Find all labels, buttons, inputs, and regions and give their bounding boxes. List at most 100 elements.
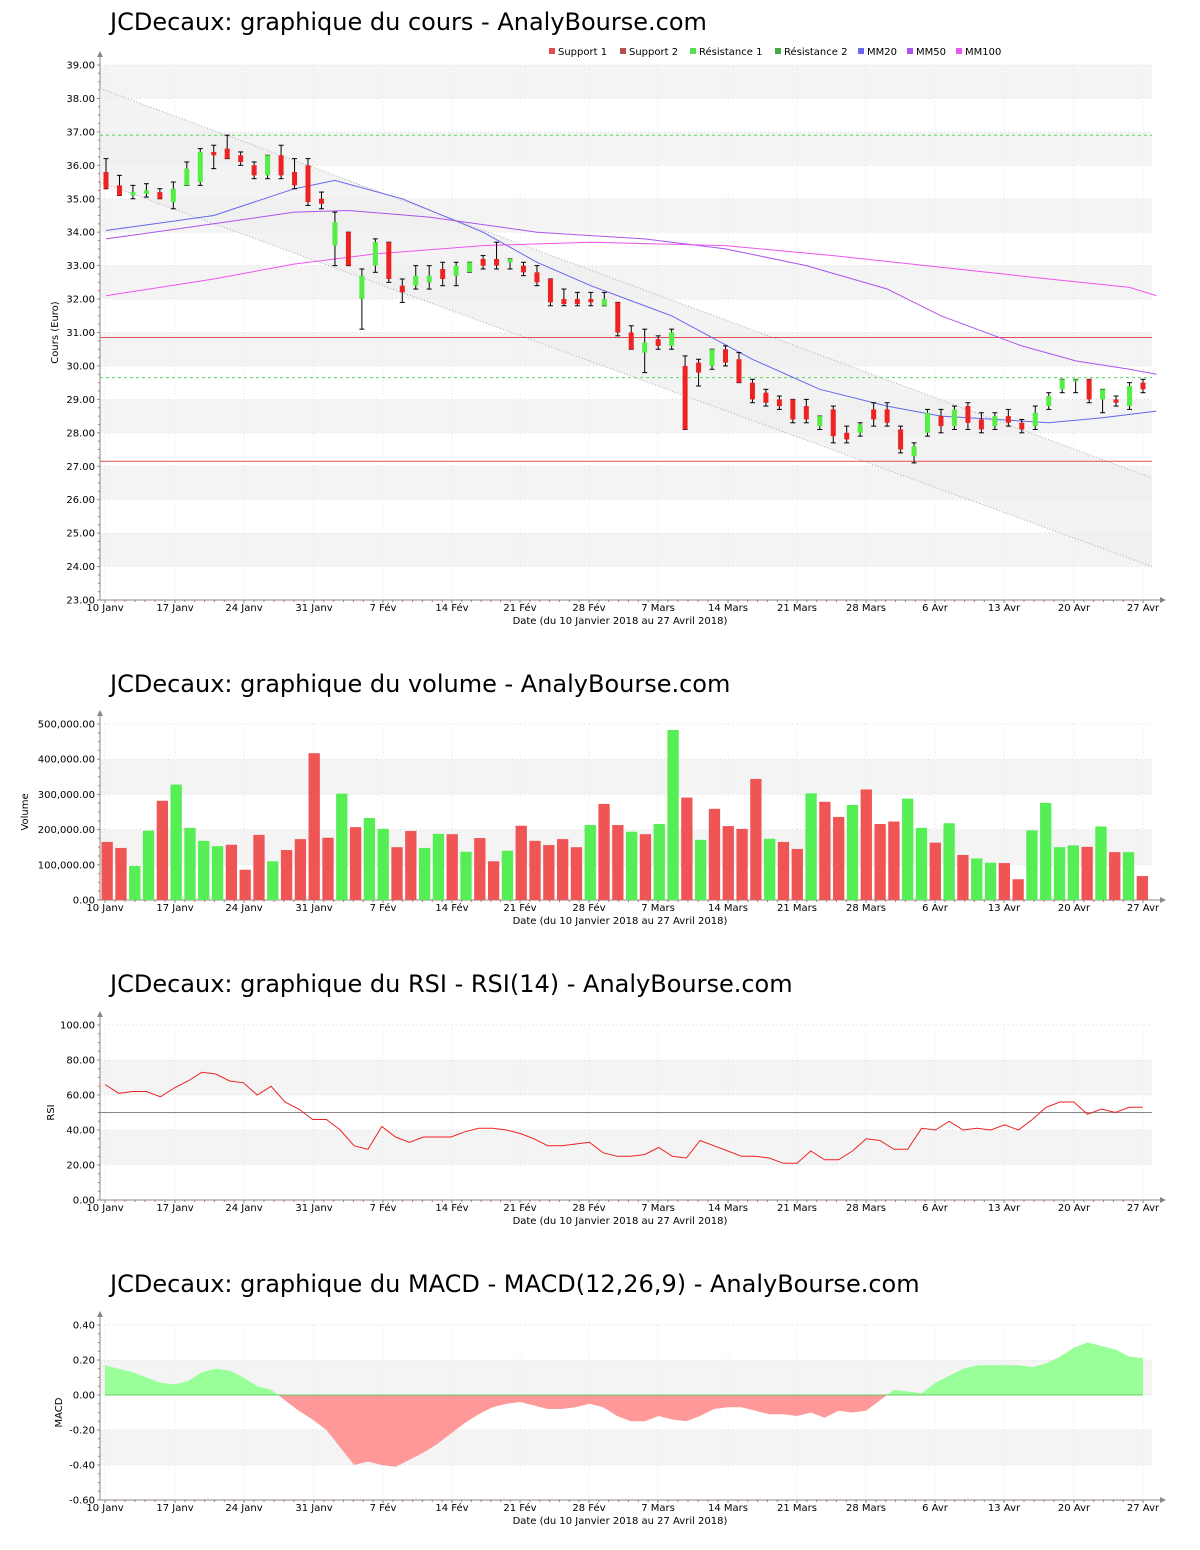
x-tick-label: 10 Janv	[86, 1203, 123, 1214]
candle-body	[925, 412, 931, 433]
x-tick-label: 31 Janv	[295, 903, 332, 914]
volume-bar	[460, 851, 472, 900]
trend-channel-upper	[99, 87, 1153, 479]
volume-bar	[902, 798, 914, 900]
y-tick-label: 24.00	[66, 562, 95, 573]
x-tick-label: 21 Fév	[503, 1502, 536, 1514]
trend-channel	[100, 88, 1152, 567]
y-tick-label: -0.20	[69, 1426, 95, 1437]
volume-bar	[336, 793, 348, 900]
x-tick-label: 7 Mars	[641, 1503, 675, 1514]
y-axis-title: Volume	[20, 793, 31, 830]
x-tick-label: 28 Mars	[846, 603, 886, 614]
y-tick-label: 38.00	[66, 94, 95, 105]
y-tick-label: 27.00	[66, 462, 95, 473]
candle-body	[655, 339, 661, 346]
volume-bar	[322, 837, 334, 900]
candle-body	[184, 168, 190, 186]
candle-body	[790, 399, 796, 420]
x-tick-label: 7 Fév	[370, 1502, 397, 1514]
volume-bar	[115, 847, 127, 900]
candle-body	[534, 272, 540, 283]
y-tick-label: 32.00	[66, 295, 95, 306]
y-axis-arrow	[97, 1311, 103, 1317]
macd-negative-area	[278, 1395, 887, 1467]
volume-bar	[225, 844, 238, 900]
candle-body	[857, 424, 863, 433]
y-tick-label: 0.00	[73, 1196, 95, 1207]
candle-body	[413, 275, 419, 286]
candle-body	[696, 362, 702, 373]
legend-swatch	[858, 48, 864, 54]
volume-bar	[556, 839, 569, 900]
x-tick-label: 7 Mars	[641, 1203, 675, 1214]
grid-band	[100, 1130, 1152, 1165]
y-tick-label: 33.00	[66, 261, 95, 272]
candle-body	[224, 148, 230, 159]
y-tick-label: 200,000.00	[38, 825, 95, 836]
x-tick-label: 13 Avr	[988, 1203, 1021, 1214]
volume-bar	[598, 803, 610, 900]
volume-bar	[833, 816, 845, 900]
volume-bar	[101, 841, 113, 900]
candle-body	[682, 365, 688, 430]
candle-body	[992, 416, 998, 427]
y-tick-label: 34.00	[66, 228, 95, 239]
y-tick-label: -0.60	[69, 1496, 95, 1507]
candle-body	[278, 155, 284, 176]
volume-bar	[998, 863, 1010, 900]
volume-bar	[653, 823, 665, 900]
grid-band	[100, 65, 1152, 99]
volume-bar	[156, 800, 169, 900]
y-tick-label: 20.00	[66, 1161, 95, 1172]
candle-body	[1005, 416, 1011, 423]
candle-body	[830, 409, 836, 437]
candle-body	[965, 406, 971, 423]
x-tick-label: 10 Janv	[86, 903, 123, 914]
x-tick-label: 10 Janv	[86, 603, 123, 614]
x-tick-label: 28 Fév	[572, 902, 605, 914]
x-axis-title: Date (du 10 Janvier 2018 au 27 Avril 201…	[513, 1516, 728, 1527]
legend-label: Résistance 2	[784, 46, 847, 58]
x-tick-label: 14 Mars	[708, 1203, 748, 1214]
x-tick-label: 7 Fév	[370, 902, 397, 914]
x-tick-label: 7 Mars	[641, 903, 675, 914]
candle-body	[736, 359, 742, 383]
volume-bar	[695, 839, 707, 900]
volume-bar	[349, 827, 362, 900]
y-axis-title: Cours (Euro)	[50, 301, 61, 364]
y-tick-label: 300,000.00	[38, 790, 95, 801]
volume-bar	[1136, 876, 1148, 900]
x-tick-label: 21 Fév	[503, 902, 536, 914]
candle-body	[426, 275, 432, 283]
candle-body	[345, 232, 351, 266]
x-tick-label: 31 Janv	[295, 1203, 332, 1214]
candle-body	[763, 392, 769, 403]
volume-bar	[957, 854, 969, 900]
candle-body	[1100, 389, 1106, 400]
volume-bar	[1012, 879, 1024, 900]
candle-body	[1113, 399, 1119, 403]
candle-body	[669, 332, 675, 346]
x-tick-label: 13 Avr	[988, 603, 1021, 614]
volume-bar	[253, 834, 265, 900]
x-tick-label: 28 Mars	[846, 903, 886, 914]
volume-bar	[805, 793, 817, 900]
volume-bar	[971, 858, 983, 900]
candle-body	[103, 172, 109, 189]
y-tick-label: 0.00	[73, 896, 95, 907]
volume-bar	[184, 827, 196, 900]
macd-positive-area	[105, 1365, 278, 1395]
volume-bar	[501, 850, 514, 900]
candle-body	[292, 172, 298, 186]
x-axis-arrow	[1160, 597, 1166, 603]
volume-bar	[929, 842, 941, 900]
x-tick-label: 21 Fév	[503, 1202, 536, 1214]
volume-bar	[874, 823, 886, 900]
x-tick-label: 21 Mars	[777, 603, 817, 614]
macd-positive-area	[887, 1342, 1143, 1395]
y-tick-label: 100.00	[60, 1021, 95, 1032]
volume-bar	[708, 808, 721, 900]
grid-band	[100, 1430, 1152, 1465]
